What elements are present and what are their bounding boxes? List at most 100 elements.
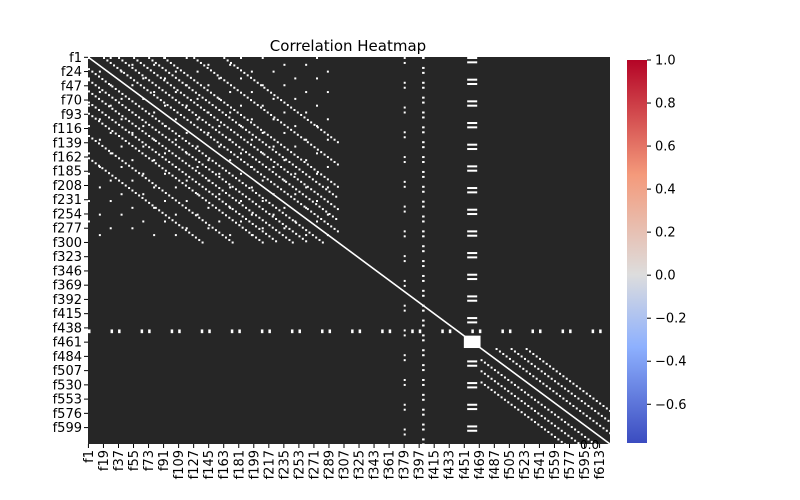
- y-tick-label: f277: [53, 222, 82, 237]
- heatmap-cell: [333, 138, 336, 141]
- heatmap-cell: [250, 138, 253, 141]
- heatmap-cell: [148, 79, 151, 82]
- x-tick-label: f433: [443, 450, 458, 479]
- heatmap-cell: [146, 66, 149, 69]
- heatmap-cell: [303, 205, 306, 208]
- heatmap-cell: [248, 220, 251, 223]
- diagonal-line: [87, 56, 611, 445]
- heatmap-cell: [510, 392, 513, 395]
- heatmap-cell: [272, 97, 275, 100]
- heatmap-cell: [219, 76, 222, 79]
- heatmap-cell: [118, 112, 121, 115]
- heatmap-cell: [590, 407, 593, 410]
- heatmap-cell: [207, 179, 210, 182]
- heatmap-cell: [403, 284, 406, 287]
- x-tick-label: f397: [413, 450, 428, 479]
- heatmap-cell: [582, 412, 585, 415]
- heatmap-cell: [158, 164, 161, 167]
- heatmap-cell: [550, 433, 553, 436]
- heatmap-cell: [288, 216, 291, 219]
- heatmap-cell: [290, 151, 293, 154]
- heatmap-cell: [88, 329, 91, 334]
- heatmap-cell: [138, 127, 141, 130]
- heatmap-cell: [204, 165, 207, 168]
- heatmap-cell: [88, 157, 90, 160]
- heatmap-cell: [285, 158, 288, 161]
- heatmap-cell: [111, 96, 114, 99]
- heatmap-cell: [88, 77, 90, 80]
- heatmap-cell: [298, 235, 301, 238]
- heatmap-cell: [441, 329, 444, 334]
- heatmap-cell: [203, 64, 206, 67]
- heatmap-cell: [245, 195, 248, 198]
- heatmap-cell: [265, 232, 268, 235]
- heatmap-cell: [295, 221, 298, 224]
- heatmap-cell: [554, 424, 557, 427]
- heatmap-cell: [88, 79, 90, 82]
- heatmap-cell: [579, 409, 582, 412]
- heatmap-cell: [467, 148, 478, 151]
- heatmap-cell: [310, 143, 313, 146]
- heatmap-cell: [268, 201, 271, 204]
- heatmap-cell: [528, 372, 531, 375]
- heatmap-cell: [311, 200, 314, 203]
- heatmap-cell: [141, 152, 144, 155]
- heatmap-cell: [236, 133, 239, 136]
- heatmap-cell: [547, 419, 550, 422]
- heatmap-cell: [602, 404, 605, 407]
- heatmap-cell: [300, 113, 303, 116]
- heatmap-cell: [310, 165, 313, 168]
- heatmap-cell: [316, 57, 319, 59]
- heatmap-cell: [194, 236, 197, 239]
- x-tick-label: f199: [247, 450, 262, 479]
- heatmap-cell: [188, 209, 191, 212]
- heatmap-cell: [507, 378, 510, 381]
- heatmap-cell: [109, 104, 112, 107]
- heatmap-cell: [268, 329, 271, 334]
- y-tick-label: f461: [53, 336, 82, 351]
- heatmap-cell: [154, 206, 157, 209]
- heatmap-cell: [144, 121, 147, 124]
- heatmap-cell: [108, 94, 111, 97]
- heatmap-cell: [260, 173, 263, 176]
- heatmap-cell: [218, 231, 221, 234]
- heatmap-cell: [467, 165, 478, 168]
- heatmap-cell: [567, 423, 570, 426]
- heatmap-cell: [540, 414, 543, 417]
- heatmap-cell: [91, 92, 94, 95]
- heatmap-cell: [422, 413, 425, 416]
- heatmap-cell: [286, 170, 289, 173]
- heatmap-cell: [294, 97, 297, 100]
- heatmap-cell: [124, 184, 127, 187]
- heatmap-cell: [224, 203, 227, 206]
- heatmap-cell: [246, 96, 249, 99]
- heatmap-cell: [174, 91, 177, 94]
- heatmap-cell: [128, 64, 131, 67]
- heatmap-cell: [168, 94, 171, 97]
- heatmap-cell: [148, 179, 151, 182]
- heatmap-cell: [223, 146, 226, 149]
- colorbar-tick-label: 0.8: [655, 97, 676, 112]
- heatmap-cell: [584, 402, 587, 405]
- heatmap-cell: [118, 135, 121, 138]
- heatmap-cell: [108, 172, 111, 175]
- heatmap-cell: [316, 126, 319, 129]
- heatmap-cell: [403, 255, 406, 258]
- heatmap-cell: [599, 424, 602, 427]
- heatmap-cell: [313, 168, 316, 171]
- x-tick-label: f109: [172, 450, 187, 479]
- heatmap-cell: [218, 145, 221, 148]
- heatmap-cell: [467, 425, 478, 428]
- heatmap-cell: [148, 329, 151, 334]
- heatmap-cell: [120, 145, 123, 148]
- heatmap-cell: [403, 235, 406, 238]
- x-tick-label: f163: [217, 450, 232, 479]
- heatmap-cell: [88, 220, 90, 223]
- heatmap-cell: [290, 329, 294, 334]
- heatmap-cell: [525, 370, 528, 373]
- heatmap-cell: [153, 138, 156, 141]
- heatmap-cell: [268, 146, 271, 149]
- heatmap-cell: [503, 398, 506, 401]
- x-tick-label: f451: [458, 450, 473, 479]
- heatmap-cell: [535, 377, 538, 380]
